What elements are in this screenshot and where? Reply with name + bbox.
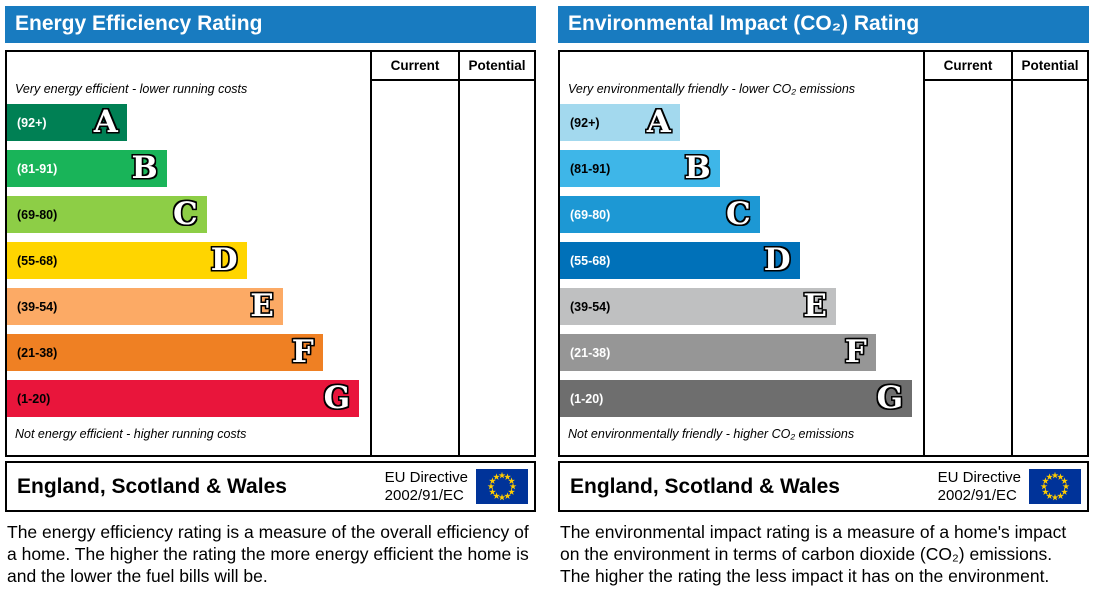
- band-range-label: (39-54): [570, 299, 611, 314]
- eu-directive-label: EU Directive 2002/91/EC: [938, 469, 1021, 504]
- band-row-d: (55-68) D: [7, 242, 247, 279]
- top-note: Very energy efficient - lower running co…: [15, 82, 248, 96]
- band-letter: G: [876, 380, 904, 416]
- band-range-label: (81-91): [17, 161, 58, 176]
- panel-header: Environmental Impact (CO₂) Rating: [558, 6, 1089, 43]
- band-letter: B: [684, 150, 711, 186]
- band-range-label: (69-80): [17, 207, 58, 222]
- band-range-label: (39-54): [17, 299, 58, 314]
- current-column-header: Current: [925, 52, 1011, 81]
- panel-description: The energy efficiency rating is a measur…: [7, 522, 529, 587]
- top-note: Very environmentally friendly - lower CO…: [568, 82, 856, 96]
- energy-efficiency-panel: Energy Efficiency Rating Very energy eff…: [5, 6, 536, 587]
- band-row-c: (69-80) C: [7, 196, 207, 233]
- eu-directive-line2: 2002/91/EC: [384, 486, 464, 504]
- band-range-label: (81-91): [570, 161, 611, 176]
- band-letter: A: [646, 104, 671, 140]
- current-column-header: Current: [372, 52, 458, 81]
- band-letter: E: [250, 288, 274, 324]
- panel-title: Energy Efficiency Rating: [15, 12, 263, 35]
- band-row-f: (21-38) F: [560, 334, 876, 371]
- band-letter: B: [131, 150, 158, 186]
- band-range-label: (69-80): [570, 207, 611, 222]
- band-range-label: (21-38): [570, 345, 611, 360]
- bottom-note: Not environmentally friendly - higher CO…: [568, 427, 855, 441]
- epc-charts-container: Energy Efficiency Rating Very energy eff…: [5, 6, 1089, 587]
- rating-chart: Very energy efficient - lower running co…: [5, 50, 536, 457]
- potential-column-header: Potential: [1013, 52, 1087, 81]
- band-row-g: (1-20) G: [7, 380, 360, 417]
- band-row-b: (81-91) B: [560, 150, 720, 187]
- band-row-f: (21-38) F: [7, 334, 323, 371]
- band-letter: F: [844, 334, 867, 370]
- potential-column-header: Potential: [460, 52, 534, 81]
- potential-column: Potential: [1011, 52, 1087, 455]
- band-range-label: (92+): [17, 115, 47, 130]
- panel-title: Environmental Impact (CO₂) Rating: [568, 12, 920, 35]
- band-row-d: (55-68) D: [560, 242, 800, 279]
- band-letter: F: [291, 334, 314, 370]
- band-row-c: (69-80) C: [560, 196, 760, 233]
- current-column: Current: [923, 52, 1011, 455]
- chart-area: Very energy efficient - lower running co…: [7, 52, 370, 455]
- band-letter: G: [323, 380, 351, 416]
- band-row-b: (81-91) B: [7, 150, 167, 187]
- band-row-a: (92+) A: [560, 104, 680, 141]
- panel-description: The environmental impact rating is a mea…: [560, 522, 1067, 587]
- band-letter: C: [172, 196, 198, 232]
- current-column-body: [925, 81, 1011, 455]
- current-column: Current: [370, 52, 458, 455]
- band-row-e: (39-54) E: [560, 288, 836, 325]
- environmental-impact-panel: Environmental Impact (CO₂) Rating Very e…: [558, 6, 1089, 587]
- band-range-label: (92+): [570, 115, 600, 130]
- band-letter: A: [93, 104, 118, 140]
- band-letter: D: [763, 242, 791, 278]
- panel-header: Energy Efficiency Rating: [5, 6, 536, 43]
- chart-footer: England, Scotland & Wales EU Directive 2…: [558, 461, 1089, 512]
- current-column-body: [372, 81, 458, 455]
- eu-directive-line1: EU Directive: [384, 469, 468, 487]
- band-range-label: (21-38): [17, 345, 58, 360]
- band-range-label: (1-20): [17, 391, 51, 406]
- band-row-e: (39-54) E: [7, 288, 283, 325]
- band-letter: E: [803, 288, 827, 324]
- band-range-label: (55-68): [570, 253, 611, 268]
- chart-footer: England, Scotland & Wales EU Directive 2…: [5, 461, 536, 512]
- eu-directive-label: EU Directive 2002/91/EC: [385, 469, 468, 504]
- band-row-a: (92+) A: [7, 104, 127, 141]
- rating-chart: Very environmentally friendly - lower CO…: [558, 50, 1089, 457]
- band-letter: C: [725, 196, 751, 232]
- band-range-label: (1-20): [570, 391, 604, 406]
- eu-directive-line1: EU Directive: [937, 469, 1021, 487]
- eu-directive-line2: 2002/91/EC: [937, 486, 1017, 504]
- potential-column-body: [1013, 81, 1087, 455]
- chart-area: Very environmentally friendly - lower CO…: [560, 52, 923, 455]
- region-label: England, Scotland & Wales: [570, 474, 840, 498]
- band-row-g: (1-20) G: [560, 380, 913, 417]
- region-label: England, Scotland & Wales: [17, 474, 287, 498]
- eu-flag-icon: [1029, 469, 1081, 504]
- bottom-note: Not energy efficient - higher running co…: [15, 427, 247, 441]
- band-range-label: (55-68): [17, 253, 58, 268]
- band-letter: D: [210, 242, 238, 278]
- potential-column: Potential: [458, 52, 534, 455]
- eu-flag-icon: [476, 469, 528, 504]
- potential-column-body: [460, 81, 534, 455]
